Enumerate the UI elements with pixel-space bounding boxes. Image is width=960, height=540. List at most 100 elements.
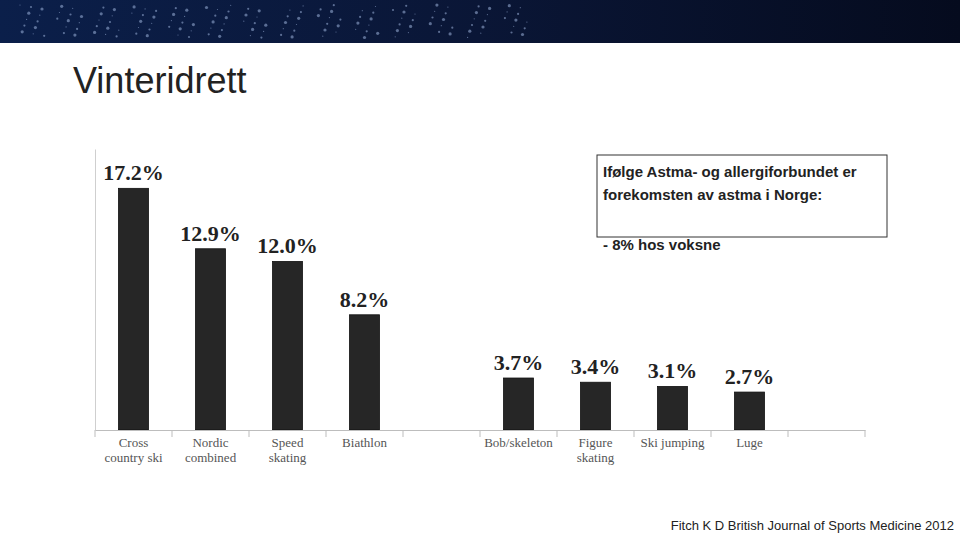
annotation-text: Ifølge Astma- og allergiforbundet erfore… (603, 163, 857, 203)
header-dot (96, 25, 98, 27)
bar (504, 378, 534, 430)
header-dot (478, 5, 480, 7)
header-dot (475, 11, 478, 14)
header-dot (254, 22, 256, 24)
header-dot (171, 20, 172, 21)
y-axis-line (95, 150, 96, 431)
category-dividers (95, 430, 865, 437)
header-dot (27, 12, 30, 15)
header-dot (208, 33, 210, 35)
header-dot (513, 26, 514, 27)
header-dot (40, 7, 43, 10)
x-tick-label: Ski jumping (641, 435, 705, 450)
header-dot (205, 6, 208, 9)
header-dot (451, 27, 453, 29)
header-dot (256, 16, 257, 17)
header-dot (441, 25, 442, 26)
header-dot (224, 23, 225, 24)
header-dot (243, 21, 244, 22)
header-dot (105, 34, 106, 35)
header-dot (337, 24, 340, 27)
header-dot (102, 7, 104, 9)
category-divider (634, 430, 635, 437)
title: Vinteridrett (73, 60, 246, 101)
header-dot (264, 24, 267, 27)
header-dot (250, 35, 251, 36)
header-dot (414, 13, 415, 14)
header-dot (429, 22, 432, 25)
x-tick-label: Figureskating (577, 435, 615, 465)
header-dot (131, 12, 132, 13)
header-dot (474, 18, 475, 19)
header-dot (402, 10, 405, 13)
header-dot (175, 7, 177, 9)
category-divider (249, 430, 250, 437)
x-tick: Luge (736, 430, 763, 450)
category-divider (172, 430, 173, 437)
slide: Vinteridrett Crosscountry ski Nordiccombin… (0, 0, 960, 540)
header-dot (145, 8, 146, 9)
category-divider (788, 430, 789, 437)
header-dot (66, 26, 67, 27)
header-dot (152, 16, 155, 19)
x-tick-label: Crosscountry ski (104, 435, 163, 465)
header-dot (227, 10, 229, 12)
header-dot (517, 13, 519, 15)
header-dot (76, 28, 78, 30)
x-tick: Crosscountry ski (104, 430, 163, 465)
category-divider (865, 430, 866, 437)
header-dot (412, 19, 414, 21)
header-dot (192, 23, 195, 26)
header-dot (21, 30, 24, 33)
header-dot (401, 18, 402, 19)
header-dot (230, 5, 231, 6)
header-dot (244, 13, 247, 16)
data-label: 8.2% (340, 287, 390, 312)
header-dot (79, 22, 80, 23)
header-dot (39, 15, 40, 16)
x-tick-label: Speedskating (269, 435, 307, 465)
header-dot (112, 15, 113, 16)
header-dot (63, 32, 65, 34)
header-dot (67, 19, 70, 22)
header-dot (297, 17, 300, 20)
header-dot (504, 17, 506, 19)
bar (119, 188, 149, 430)
header-dot (26, 19, 27, 20)
header-dot (118, 30, 119, 31)
header-dot (363, 36, 366, 39)
header-dot (225, 16, 228, 19)
header-dot (481, 25, 484, 28)
data-label: 12.0% (257, 233, 318, 258)
header-dot (510, 31, 512, 33)
x-tick: Nordiccombined (185, 430, 237, 465)
header-dot (218, 35, 221, 38)
category-divider (557, 430, 558, 437)
bar (658, 386, 688, 430)
header-dot (263, 31, 264, 32)
header-dot (447, 7, 448, 8)
x-tick: Speedskating (269, 430, 307, 465)
header-background (0, 0, 960, 43)
header-dot (185, 9, 188, 12)
x-tick-label: Nordiccombined (185, 435, 237, 465)
data-label: 3.1% (648, 358, 698, 383)
header-dot (33, 33, 34, 34)
header-dot (320, 8, 322, 10)
header-dot (133, 5, 136, 8)
header-dot (247, 8, 249, 10)
header-dot (151, 23, 152, 24)
y-axis (95, 150, 96, 431)
header-dot (435, 4, 438, 7)
header-dot (139, 20, 142, 23)
header-dot (468, 30, 471, 33)
header-dot (376, 32, 379, 35)
data-label: 17.2% (103, 160, 164, 185)
header-dot (317, 14, 320, 17)
header-dot (142, 14, 144, 16)
bar (273, 261, 303, 430)
x-tick: Figureskating (577, 430, 615, 465)
header-dot (372, 12, 374, 14)
header-dot (467, 37, 468, 38)
header-dot (471, 24, 473, 26)
